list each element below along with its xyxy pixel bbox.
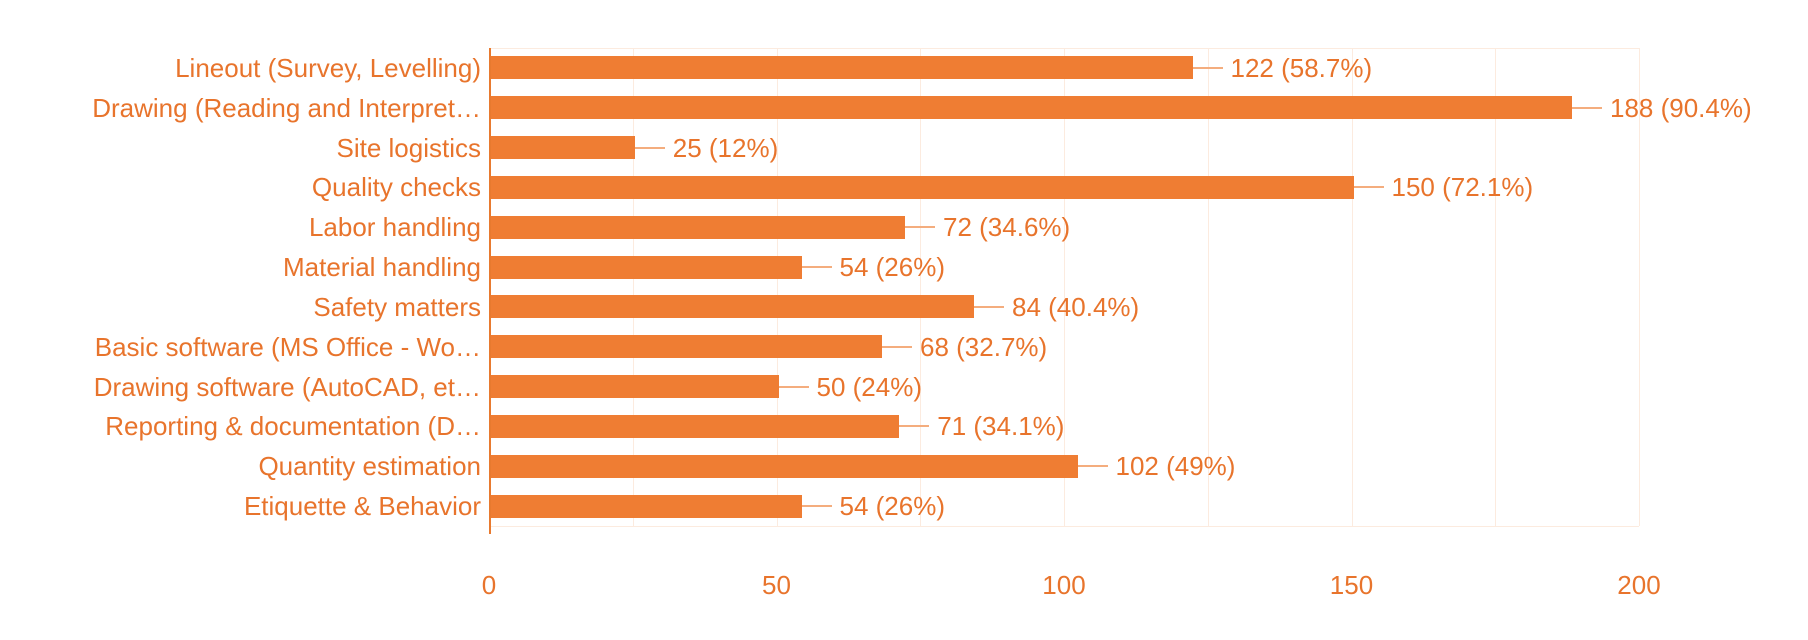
value-label: 102 (49%): [1115, 451, 1236, 482]
plot-top-border: [489, 48, 1639, 49]
bar: [491, 414, 900, 438]
category-label: Labor handling: [308, 212, 481, 243]
category-label: Basic software (MS Office - Wo…: [94, 331, 481, 362]
value-label: 84 (40.4%): [1012, 291, 1140, 322]
x-gridline: [920, 48, 922, 526]
leader-line: [974, 305, 1004, 308]
leader-line: [1353, 186, 1384, 189]
value-label: 71 (34.1%): [937, 411, 1065, 442]
bar: [491, 375, 779, 399]
category-label: Quantity estimation: [258, 451, 481, 482]
leader-line: [634, 146, 665, 149]
leader-line: [1192, 66, 1223, 69]
bar: [491, 215, 905, 239]
plot-bottom-border: [489, 526, 1639, 527]
bar: [491, 56, 1193, 80]
category-label: Etiquette & Behavior: [243, 491, 481, 522]
category-label: Material handling: [282, 252, 481, 283]
category-label: Lineout (Survey, Levelling): [175, 52, 481, 83]
leader-line: [801, 266, 832, 269]
x-gridline: [1207, 48, 1209, 526]
category-label: Safety matters: [313, 291, 481, 322]
leader-line: [1572, 106, 1602, 109]
bar: [491, 255, 802, 279]
bar: [491, 494, 802, 518]
value-label: 122 (58.7%): [1230, 52, 1373, 83]
x-gridline: [1495, 48, 1497, 526]
bar: [491, 295, 974, 319]
bar: [491, 454, 1078, 478]
leader-line: [899, 425, 930, 428]
value-label: 54 (26%): [839, 491, 946, 522]
leader-line: [905, 226, 935, 229]
category-label: Drawing software (AutoCAD, et…: [93, 371, 481, 402]
x-tick-label: 50: [762, 570, 791, 600]
x-gridline: [632, 48, 634, 526]
leader-line: [1077, 465, 1108, 468]
bar: [491, 335, 882, 359]
category-label: Reporting & documentation (D…: [105, 411, 481, 442]
leader-line: [801, 505, 832, 508]
category-label: Drawing (Reading and Interpret…: [92, 92, 481, 123]
value-label: 72 (34.6%): [943, 212, 1071, 243]
x-gridline: [776, 48, 778, 526]
value-label: 25 (12%): [672, 132, 779, 163]
x-gridline: [1351, 48, 1353, 526]
x-tick-label: 0: [481, 570, 497, 600]
x-gridline: [1064, 48, 1065, 526]
bar: [491, 96, 1572, 120]
category-label: Site logistics: [336, 132, 482, 163]
value-label: 50 (24%): [816, 371, 923, 402]
x-tick-label: 200: [1617, 570, 1661, 600]
value-label: 68 (32.7%): [920, 331, 1048, 362]
x-tick-label: 150: [1329, 570, 1374, 600]
category-label: Quality checks: [311, 172, 481, 203]
value-label: 150 (72.1%): [1391, 172, 1534, 203]
x-gridline: [1639, 48, 1640, 526]
bar: [491, 175, 1354, 199]
x-tick-label: 100: [1042, 570, 1086, 600]
leader-line: [882, 345, 912, 348]
value-label: 54 (26%): [839, 252, 946, 283]
bar: [491, 136, 635, 160]
y-axis-line: [489, 48, 491, 534]
leader-line: [778, 385, 809, 388]
value-label: 188 (90.4%): [1610, 92, 1752, 123]
